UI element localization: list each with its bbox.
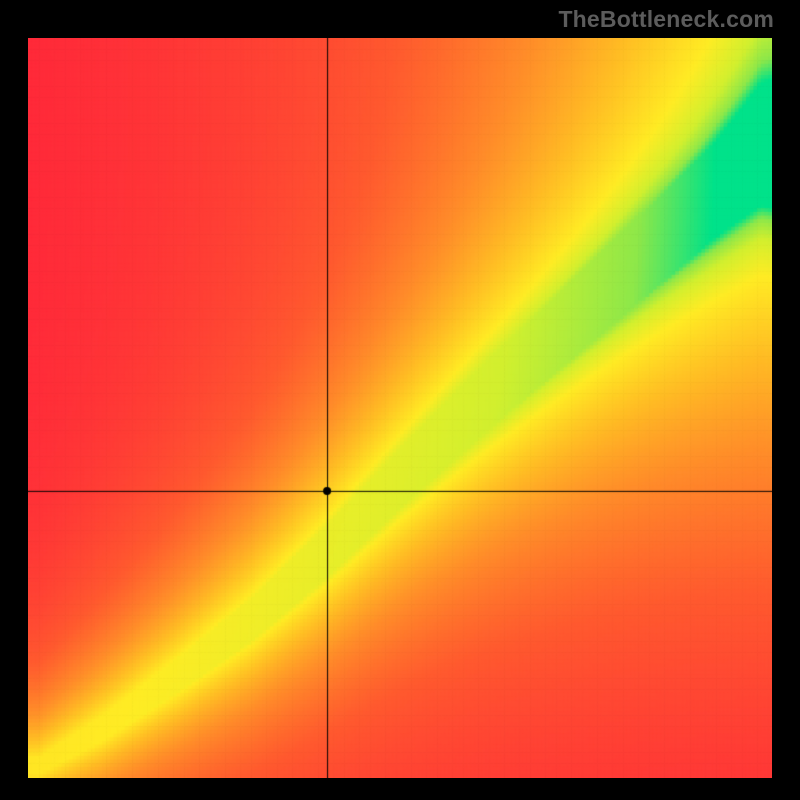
watermark-text: TheBottleneck.com [558, 6, 774, 33]
bottleneck-heatmap [28, 38, 772, 778]
